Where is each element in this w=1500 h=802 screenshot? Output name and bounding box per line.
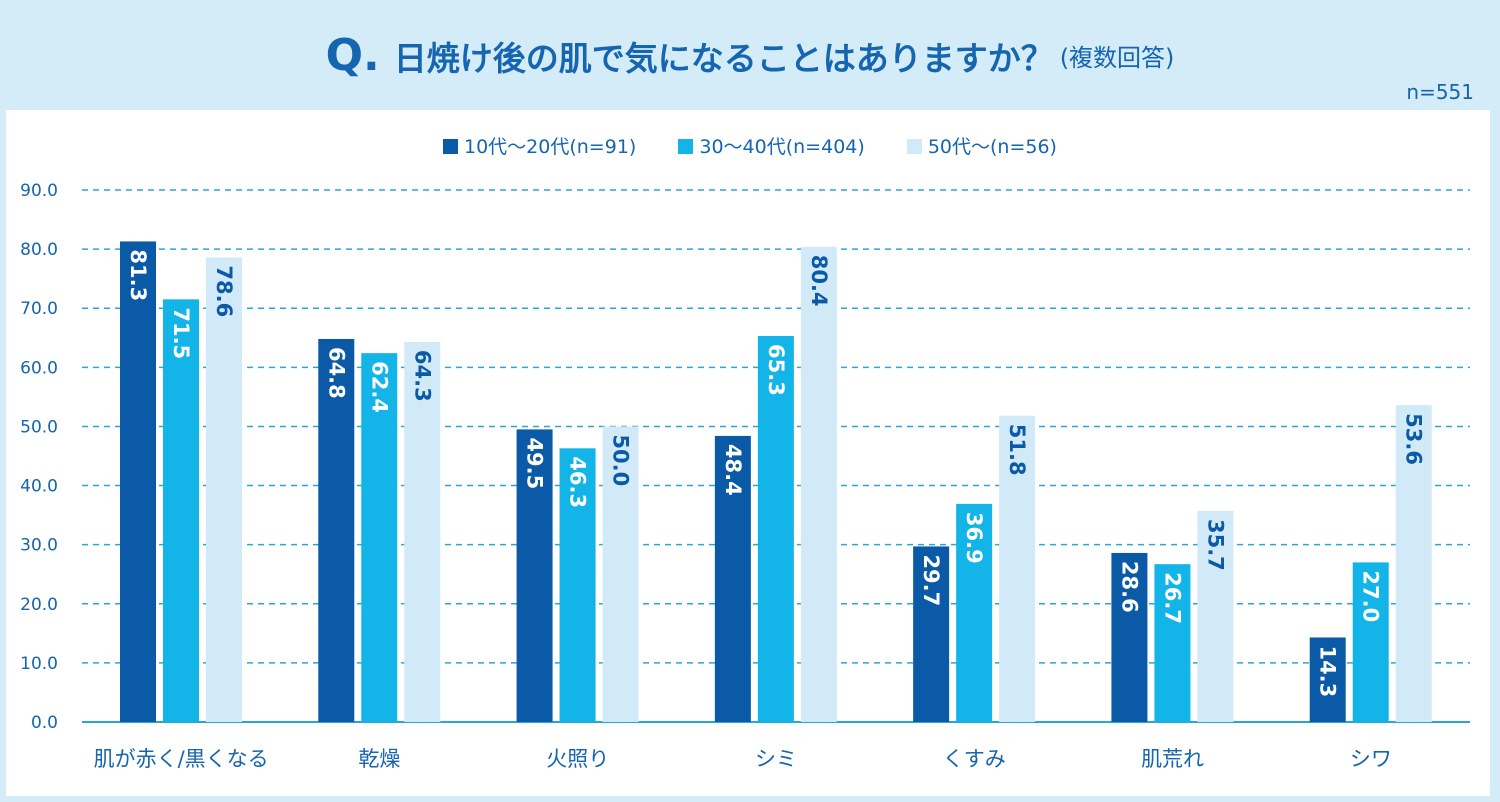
x-category-label: 肌荒れ <box>1141 747 1204 771</box>
x-category-label: 火照り <box>546 747 609 771</box>
chart-title: Q. 日焼け後の肌で気になることはありますか？ (複数回答) <box>0 30 1500 100</box>
bar-thirties-forties <box>1154 564 1191 722</box>
bar-thirties-forties <box>163 299 199 722</box>
bar-fifties-plus <box>1395 405 1432 722</box>
data-label-thirties-forties: 65.3 <box>764 344 788 396</box>
data-label-fifties-plus: 51.8 <box>1005 424 1029 476</box>
y-tick-label: 50.0 <box>20 417 58 437</box>
data-label-fifties-plus: 64.3 <box>410 350 434 402</box>
y-tick-label: 60.0 <box>20 358 58 378</box>
bar-thirties-forties <box>1352 562 1389 722</box>
data-label-fifties-plus: 80.4 <box>807 255 831 307</box>
legend-item-thirties-forties: 30～40代(n=404) <box>678 132 865 159</box>
bar-thirties-forties <box>757 336 794 722</box>
data-label-fifties-plus: 78.6 <box>212 265 236 317</box>
y-tick-label: 0.0 <box>31 713 58 733</box>
legend-label-series2: 30～40代(n=404) <box>699 136 865 158</box>
y-tick-label: 40.0 <box>20 477 58 497</box>
data-label-thirties-forties: 26.7 <box>1160 572 1184 624</box>
bar-fifties-plus <box>404 341 441 722</box>
legend-swatch-series2 <box>678 139 694 154</box>
data-label-teens-twenties: 28.6 <box>1117 561 1141 613</box>
y-tick-label: 30.0 <box>20 536 58 556</box>
y-tick-label: 90.0 <box>20 181 58 201</box>
x-category-label: 乾燥 <box>358 747 400 771</box>
data-label-fifties-plus: 35.7 <box>1203 519 1227 571</box>
data-label-thirties-forties: 71.5 <box>169 307 193 359</box>
bar-teens-twenties <box>714 435 751 722</box>
bar-fifties-plus <box>800 246 837 722</box>
bar-teens-twenties <box>913 546 950 722</box>
data-label-fifties-plus: 53.6 <box>1402 413 1426 465</box>
bar-fifties-plus <box>999 415 1036 722</box>
data-label-fifties-plus: 50.0 <box>609 434 633 486</box>
bar-thirties-forties <box>559 448 596 722</box>
bar-teens-twenties <box>1111 552 1148 722</box>
y-tick-label: 70.0 <box>20 299 58 319</box>
data-label-teens-twenties: 64.8 <box>324 347 348 399</box>
x-category-label: 肌が赤く/黒くなる <box>94 747 269 771</box>
x-category-label: くすみ <box>943 747 1006 771</box>
data-label-teens-twenties: 29.7 <box>919 554 943 606</box>
legend-label-series3: 50代～(n=56) <box>927 136 1057 158</box>
y-tick-label: 20.0 <box>20 595 58 615</box>
multiple-answer-note: (複数回答) <box>1059 44 1175 72</box>
data-label-teens-twenties: 49.5 <box>523 437 547 489</box>
data-label-teens-twenties: 81.3 <box>126 249 150 301</box>
bar-teens-twenties <box>1309 637 1346 722</box>
data-label-thirties-forties: 46.3 <box>566 456 590 508</box>
x-category-label: シミ <box>755 747 797 771</box>
data-label-teens-twenties: 14.3 <box>1316 645 1340 697</box>
bar-fifties-plus <box>602 426 639 722</box>
legend: 10代～20代(n=91) 30～40代(n=404) 50代～(n=56) <box>0 132 1500 159</box>
data-label-thirties-forties: 62.4 <box>367 361 391 413</box>
legend-swatch-series1 <box>443 139 458 154</box>
y-tick-label: 80.0 <box>20 240 58 260</box>
bar-teens-twenties <box>120 241 156 722</box>
bar-thirties-forties <box>956 503 993 722</box>
legend-item-teens-twenties: 10代～20代(n=91) <box>443 132 636 159</box>
bar-fifties-plus <box>1197 510 1234 722</box>
legend-item-fifties-plus: 50代～(n=56) <box>906 132 1057 159</box>
question-prefix: Q. <box>325 30 380 81</box>
bar-teens-twenties <box>318 338 355 722</box>
y-tick-label: 10.0 <box>20 654 58 674</box>
bar-teens-twenties <box>516 429 553 722</box>
legend-swatch-series3 <box>906 139 922 154</box>
question-text: 日焼け後の肌で気になることはありますか？ <box>393 38 1054 78</box>
data-label-thirties-forties: 36.9 <box>962 512 986 564</box>
bar-fifties-plus <box>206 257 242 722</box>
data-label-teens-twenties: 48.4 <box>721 444 745 496</box>
bar-thirties-forties <box>361 353 398 722</box>
sample-size: n=551 <box>1406 80 1474 104</box>
legend-label-series1: 10代～20代(n=91) <box>464 136 637 158</box>
x-category-label: シワ <box>1350 747 1392 771</box>
data-label-thirties-forties: 27.0 <box>1359 570 1383 622</box>
